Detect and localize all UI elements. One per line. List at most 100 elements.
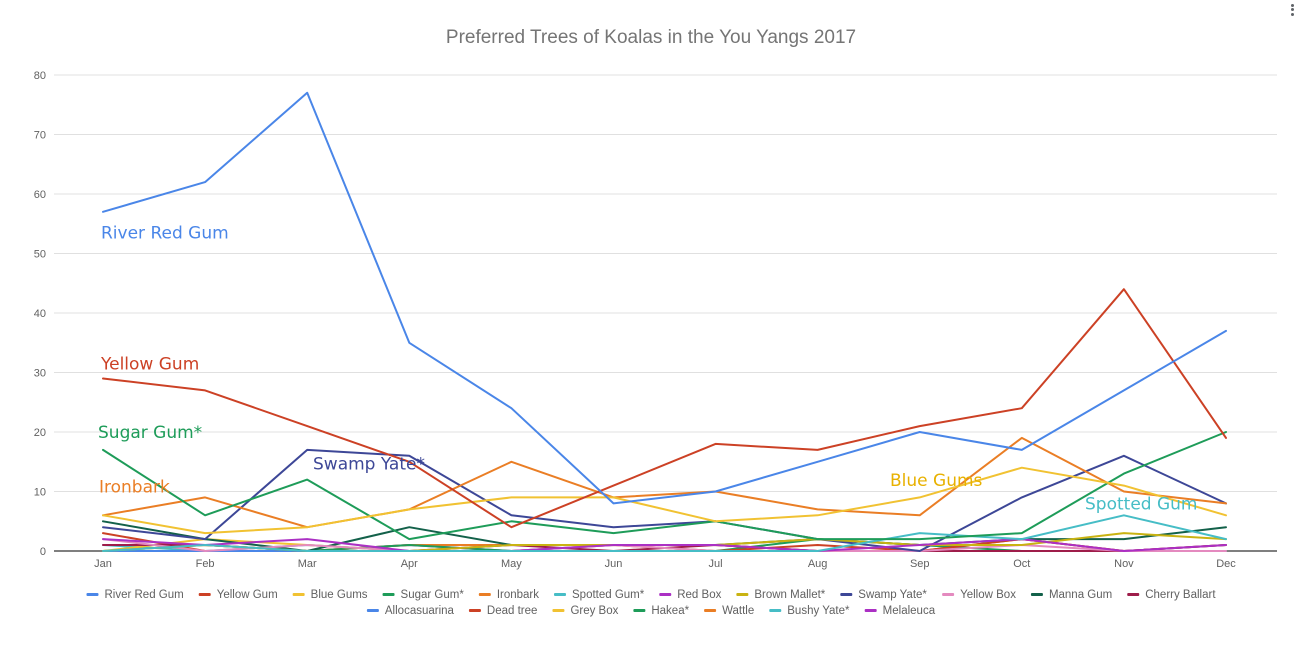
legend-item[interactable]: Dead tree — [468, 605, 538, 617]
y-tick-label: 20 — [34, 427, 46, 439]
legend-swatch — [552, 609, 565, 612]
legend-label: Hakea* — [651, 605, 689, 617]
legend-label: Sugar Gum* — [401, 589, 465, 601]
series-line — [102, 466, 1227, 535]
y-tick-label: 50 — [34, 249, 46, 261]
legend-swatch — [633, 609, 646, 612]
series-annotation: Yellow Gum — [100, 355, 199, 375]
x-tick-label: Mar — [298, 558, 317, 570]
series-line — [102, 538, 1227, 552]
legend-label: Melaleuca — [883, 605, 936, 617]
legend-swatch — [554, 593, 567, 596]
legend-label: Swamp Yate* — [858, 589, 927, 601]
legend-item[interactable]: Swamp Yate* — [840, 589, 927, 601]
y-tick-label: 30 — [34, 368, 46, 380]
legend-item[interactable]: Melaleuca — [864, 605, 936, 617]
legend-swatch — [704, 609, 717, 612]
legend-label: Dead tree — [487, 605, 538, 617]
legend-label: Grey Box — [570, 605, 618, 617]
legend-label: Ironbark — [497, 589, 539, 601]
legend-swatch — [86, 593, 99, 596]
legend-item[interactable]: Yellow Gum — [198, 589, 278, 601]
series-line — [102, 288, 1227, 529]
legend-swatch — [292, 593, 305, 596]
x-axis-ticks: Jan Feb Mar Apr May Jun Jul Aug Sep Oct Nov Dec — [94, 558, 1236, 570]
legend-label: Cherry Ballart — [1145, 589, 1216, 601]
legend-item[interactable]: Red Box — [659, 589, 722, 601]
series-line — [102, 538, 1227, 552]
x-tick-label: Feb — [196, 558, 215, 570]
chart-title: Preferred Trees of Koalas in the You Yan… — [446, 27, 856, 48]
y-tick-label: 80 — [34, 70, 46, 82]
legend-label: Bushy Yate* — [787, 605, 850, 617]
x-tick-label: Jul — [709, 558, 723, 570]
legend-item[interactable]: River Red Gum — [86, 589, 184, 601]
series-line — [102, 514, 1227, 552]
legend-label: Blue Gums — [311, 589, 368, 601]
legend-item[interactable]: Bushy Yate* — [769, 605, 850, 617]
series-lines — [102, 91, 1227, 552]
x-tick-label: Aug — [808, 558, 828, 570]
legend-swatch — [198, 593, 211, 596]
series-annotation: Sugar Gum* — [98, 423, 202, 443]
legend-label: Wattle — [722, 605, 754, 617]
legend-item[interactable]: Wattle — [704, 605, 754, 617]
x-tick-label: Nov — [1114, 558, 1134, 570]
x-tick-label: Apr — [401, 558, 418, 570]
series-annotation: Swamp Yate* — [313, 454, 425, 474]
x-tick-label: Oct — [1013, 558, 1030, 570]
series-annotation: River Red Gum — [101, 224, 229, 244]
legend-item[interactable]: Ironbark — [478, 589, 539, 601]
x-tick-label: Jun — [605, 558, 623, 570]
series-line — [102, 436, 1227, 529]
legend-item[interactable]: Manna Gum — [1030, 589, 1112, 601]
y-tick-label: 10 — [34, 487, 46, 499]
x-tick-label: Jan — [94, 558, 112, 570]
legend-swatch — [468, 609, 481, 612]
legend-label: River Red Gum — [104, 589, 183, 601]
legend-swatch — [736, 593, 749, 596]
y-tick-label: 70 — [34, 130, 46, 142]
legend-label: Brown Mallet* — [754, 589, 825, 601]
legend-swatch — [382, 593, 395, 596]
legend-swatch — [769, 609, 782, 612]
legend-label: Yellow Box — [960, 589, 1016, 601]
y-tick-label: 0 — [40, 546, 46, 558]
legend-swatch — [366, 609, 379, 612]
legend-swatch — [478, 593, 491, 596]
y-axis-ticks: 0 10 20 30 40 50 60 70 80 — [34, 70, 46, 558]
series-annotations: River Red Gum Yellow Gum Sugar Gum* Ironbar… — [98, 224, 1197, 515]
legend-item[interactable]: Spotted Gum* — [554, 589, 645, 601]
grid-lines — [54, 74, 1277, 552]
legend-item[interactable]: Cherry Ballart — [1127, 589, 1216, 601]
legend-label: Manna Gum — [1049, 589, 1112, 601]
series-line — [102, 431, 1227, 541]
legend-label: Spotted Gum* — [572, 589, 645, 601]
legend-item[interactable]: Brown Mallet* — [736, 589, 826, 601]
legend-swatch — [840, 593, 853, 596]
legend-label: Allocasuarina — [385, 605, 455, 617]
x-tick-label: May — [501, 558, 522, 570]
legend-swatch — [659, 593, 672, 596]
series-annotation: Spotted Gum — [1085, 494, 1197, 514]
legend-item[interactable]: Blue Gums — [292, 589, 368, 601]
legend-item[interactable]: Allocasuarina — [366, 605, 455, 617]
y-tick-label: 60 — [34, 189, 46, 201]
legend-swatch — [864, 609, 877, 612]
legend-label: Red Box — [677, 589, 721, 601]
legend-label: Yellow Gum — [217, 589, 278, 601]
legend-swatch — [1127, 593, 1140, 596]
more-vert-icon[interactable] — [1289, 2, 1295, 20]
y-tick-label: 40 — [34, 308, 46, 320]
legend-item[interactable]: Yellow Box — [942, 589, 1016, 601]
series-line — [102, 448, 1227, 552]
x-tick-label: Sep — [910, 558, 930, 570]
legend-swatch — [1030, 593, 1043, 596]
series-annotation: Ironbark — [99, 478, 170, 498]
legend-item[interactable]: Hakea* — [633, 605, 690, 617]
legend[interactable]: River Red Gum Yellow Gum Blue Gums Sugar Gu… — [86, 589, 1216, 617]
legend-item[interactable]: Sugar Gum* — [382, 589, 465, 601]
x-tick-label: Dec — [1216, 558, 1236, 570]
legend-item[interactable]: Grey Box — [552, 605, 619, 617]
